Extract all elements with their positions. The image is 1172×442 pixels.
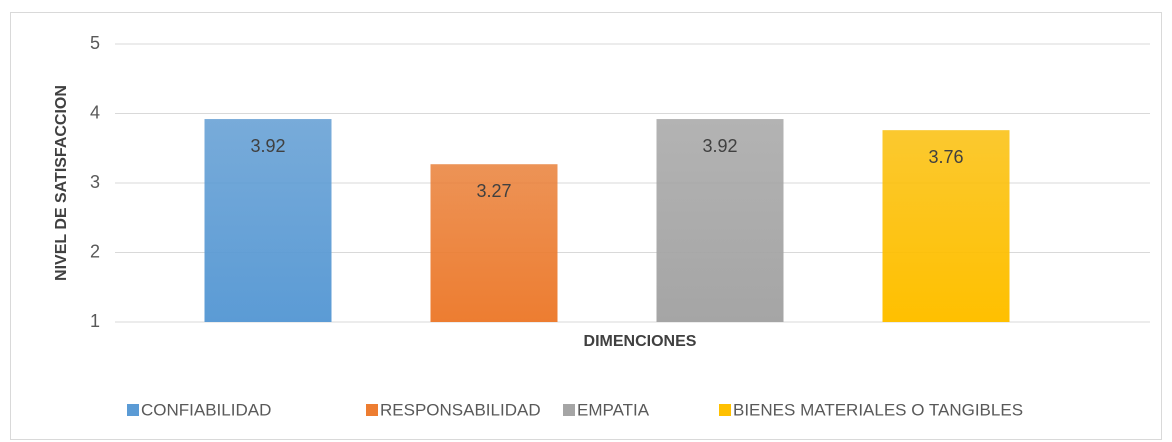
x-axis-label: DIMENCIONES [584, 333, 697, 350]
data-label: 3.27 [476, 181, 511, 201]
data-label: 3.92 [250, 136, 285, 156]
legend-label: EMPATIA [577, 400, 650, 419]
data-label: 3.92 [702, 136, 737, 156]
legend-label: CONFIABILIDAD [141, 400, 271, 419]
bar [430, 164, 558, 322]
bar [656, 119, 784, 322]
y-tick-label: 1 [90, 311, 100, 331]
legend-label: RESPONSABILIDAD [380, 400, 541, 419]
legend-swatch [719, 404, 731, 416]
legend-swatch [127, 404, 139, 416]
data-label: 3.76 [928, 147, 963, 167]
y-tick-label: 2 [90, 241, 100, 261]
y-tick-label: 5 [90, 33, 100, 53]
bar [204, 119, 332, 322]
y-tick-label: 3 [90, 172, 100, 192]
y-axis-label: NIVEL DE SATISFACCION [53, 85, 70, 281]
legend-label: BIENES MATERIALES O TANGIBLES [733, 400, 1023, 419]
y-tick-label: 4 [90, 102, 100, 122]
legend-swatch [366, 404, 378, 416]
legend-swatch [563, 404, 575, 416]
bar [882, 130, 1010, 322]
